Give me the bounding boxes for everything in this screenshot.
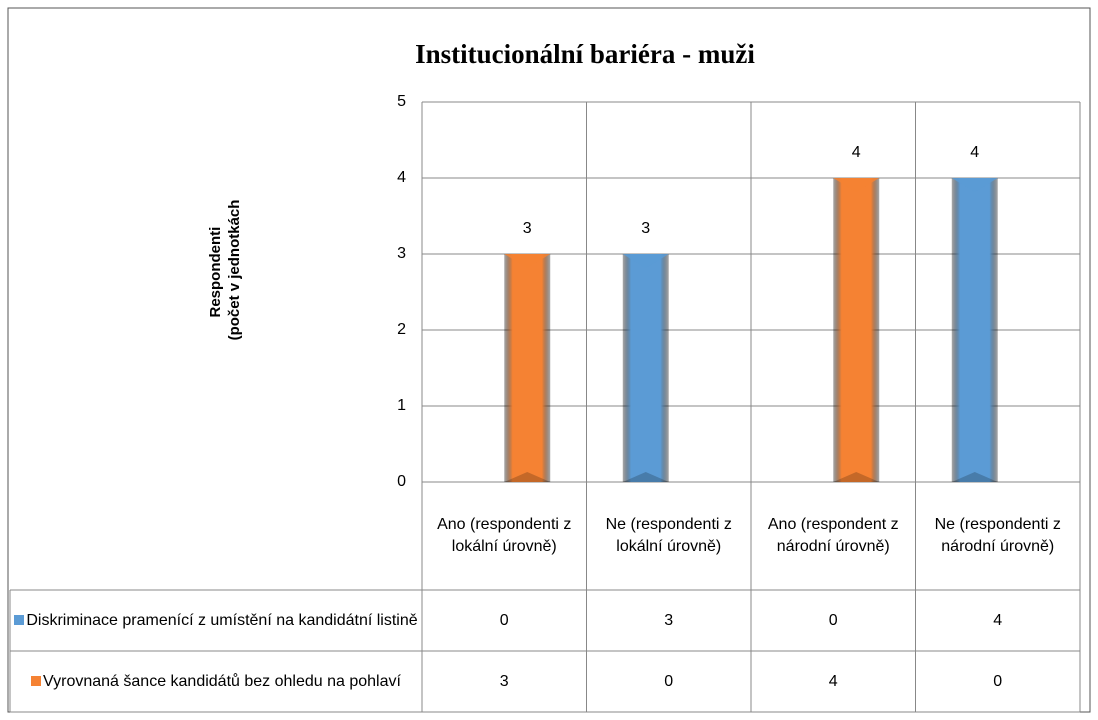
- table-value: 0: [828, 611, 838, 629]
- y-axis-label: Respondenti (počet v jednotkách: [207, 200, 243, 341]
- y-tick-label: 1: [397, 397, 406, 414]
- bar-bevel: [951, 178, 998, 192]
- y-tick-label: 5: [397, 93, 406, 110]
- y-axis-label-line: (počet v jednotkách: [226, 200, 243, 341]
- bar-bevel: [622, 254, 669, 268]
- y-tick-label: 3: [397, 245, 406, 262]
- data-label: 4: [852, 144, 861, 161]
- bar: [622, 254, 669, 482]
- bar-bevel: [622, 472, 669, 482]
- legend-entry: Diskriminace pramenící z umístění na kan…: [10, 590, 422, 651]
- bar-bevel: [951, 472, 998, 482]
- bar: [504, 254, 551, 482]
- table-value: 3: [664, 611, 674, 629]
- data-label: 4: [970, 144, 979, 161]
- data-label: 3: [641, 220, 650, 237]
- bar: [951, 178, 998, 482]
- table-value: 0: [993, 672, 1003, 690]
- table-value: 3: [499, 672, 509, 690]
- bar-bevel: [833, 178, 880, 192]
- x-tick-label: Ne (respondenti z národní úrovně): [934, 516, 1061, 555]
- bar-bevel: [504, 472, 551, 482]
- legend-text: Vyrovnaná šance kandidátů bez ohledu na …: [43, 672, 401, 690]
- data-label: 3: [523, 220, 532, 237]
- legend-key: [14, 615, 25, 626]
- table-value: 4: [993, 611, 1003, 629]
- x-tick-label: Ne (respondenti z lokální úrovně): [605, 516, 732, 555]
- x-tick-label: Ano (respondent z národní úrovně): [767, 516, 899, 555]
- legend-key: [31, 676, 42, 687]
- y-tick-label: 0: [397, 473, 406, 490]
- bar-bevel: [504, 254, 551, 268]
- table-value: 0: [664, 672, 674, 690]
- legend-content: Vyrovnaná šance kandidátů bez ohledu na …: [31, 671, 401, 693]
- bar: [833, 178, 880, 482]
- legend-text: Diskriminace pramenící z umístění na kan…: [26, 611, 418, 629]
- table-value: 0: [499, 611, 509, 629]
- y-tick-label: 2: [397, 321, 406, 338]
- x-tick-label: Ano (respondenti z lokální úrovně): [437, 516, 572, 555]
- y-tick-label: 4: [397, 169, 406, 186]
- bar-bevel: [833, 472, 880, 482]
- legend-entry: Vyrovnaná šance kandidátů bez ohledu na …: [10, 651, 422, 712]
- table-value: 4: [828, 672, 838, 690]
- y-axis-label-line: Respondenti: [207, 227, 224, 318]
- legend-content: Diskriminace pramenící z umístění na kan…: [14, 610, 418, 632]
- chart-title: Institucionální bariéra - muži: [415, 39, 755, 69]
